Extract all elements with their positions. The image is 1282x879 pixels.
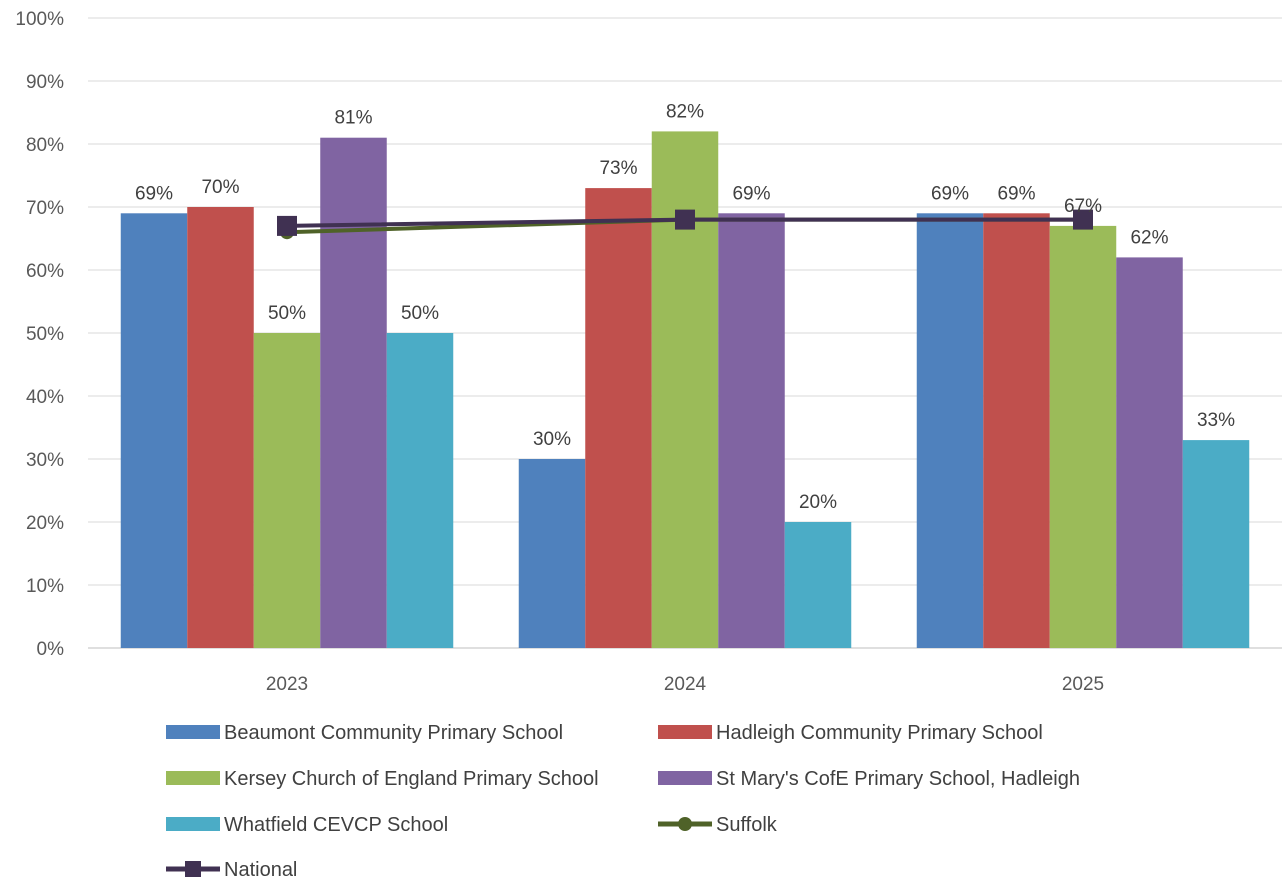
bar-kersey-church-of-england-primary-school-2023 [253,333,321,648]
bar-hadleigh-community-primary-school-2025 [983,213,1050,649]
legend-marker [185,861,201,877]
bar-st-mary-s-cofe-primary-school-hadleigh-2025 [1116,257,1183,648]
data-label-beaumont-community-primary-school-2023: 69% [135,183,173,204]
x-tick-label-2025: 2025 [1062,674,1104,695]
y-tick-label: 80% [26,135,64,156]
data-label-kersey-church-of-england-primary-school-2024: 82% [666,101,704,122]
data-label-whatfield-cevcp-school-2025: 33% [1197,410,1235,431]
data-label-hadleigh-community-primary-school-2023: 70% [201,177,239,198]
data-label-whatfield-cevcp-school-2024: 20% [799,492,837,513]
x-tick-label-2023: 2023 [266,674,308,695]
legend-label: National [224,859,297,879]
y-tick-label: 50% [26,324,64,345]
data-label-beaumont-community-primary-school-2025: 69% [931,183,969,204]
legend-label: Whatfield CEVCP School [224,814,448,836]
bars [120,131,1250,649]
bar-whatfield-cevcp-school-2025 [1182,440,1250,648]
legend-label: Hadleigh Community Primary School [716,722,1043,744]
legend-item-suffolk: Suffolk [658,814,778,836]
bar-hadleigh-community-primary-school-2024 [585,188,652,648]
y-axis: 0% 10% 20% 30% 40% 50% 60% 70% 80% 90% 100% [15,9,64,660]
legend-swatch [658,725,712,739]
y-tick-label: 20% [26,513,64,534]
legend-label: Beaumont Community Primary School [224,722,563,744]
legend-label: Suffolk [716,814,778,836]
y-tick-label: 0% [37,639,65,660]
legend-swatch [658,771,712,785]
legend-item-kersey-church-of-england-primary-school: Kersey Church of England Primary School [166,768,599,790]
legend-swatch [166,725,220,739]
bar-whatfield-cevcp-school-2023 [386,333,454,648]
marker-national-2025 [1073,209,1093,230]
data-label-st-mary-s-cofe-primary-school-hadleigh-2025: 62% [1130,227,1168,248]
legend-label: Kersey Church of England Primary School [224,768,599,790]
legend-item-beaumont-community-primary-school: Beaumont Community Primary School [166,722,563,744]
y-tick-label: 30% [26,450,64,471]
bar-whatfield-cevcp-school-2024 [784,522,852,648]
legend-item-national: National [166,859,297,879]
legend-item-hadleigh-community-primary-school: Hadleigh Community Primary School [658,722,1043,744]
data-label-st-mary-s-cofe-primary-school-hadleigh-2024: 69% [732,183,770,204]
bar-beaumont-community-primary-school-2024 [518,459,586,648]
bar-st-mary-s-cofe-primary-school-hadleigh-2024 [718,213,785,649]
data-label-whatfield-cevcp-school-2023: 50% [401,303,439,324]
bar-beaumont-community-primary-school-2025 [916,213,984,649]
legend-swatch [166,817,220,831]
data-label-kersey-church-of-england-primary-school-2025: 67% [1064,196,1102,217]
marker-national-2023 [277,215,297,236]
data-label-st-mary-s-cofe-primary-school-hadleigh-2023: 81% [334,108,372,129]
y-tick-label: 10% [26,576,64,597]
bar-st-mary-s-cofe-primary-school-hadleigh-2023 [320,137,387,648]
data-label-beaumont-community-primary-school-2024: 30% [533,429,571,450]
series-lines [277,209,1093,240]
legend-item-st-mary-s-cofe-primary-school-hadleigh: St Mary's CofE Primary School, Hadleigh [658,768,1080,790]
legend: Beaumont Community Primary School Hadleig… [166,722,1080,879]
y-tick-label: 100% [15,9,64,30]
marker-national-2024 [675,209,695,230]
legend-label: St Mary's CofE Primary School, Hadleigh [716,768,1080,790]
bar-kersey-church-of-england-primary-school-2025 [1049,225,1117,648]
x-tick-label-2024: 2024 [664,674,707,695]
y-tick-label: 40% [26,387,64,408]
legend-marker [678,817,692,831]
x-axis: 2023 2024 2025 [266,674,1104,695]
bar-kersey-church-of-england-primary-school-2024 [651,131,719,648]
data-label-hadleigh-community-primary-school-2024: 73% [599,158,637,179]
y-tick-label: 60% [26,261,64,282]
data-labels: 69% 30% 69% 70% 73% 69% 50% 82% 67% 81% 69% 62% 50% 2… [135,101,1235,513]
bar-beaumont-community-primary-school-2023 [120,213,188,649]
legend-swatch [166,771,220,785]
bar-hadleigh-community-primary-school-2023 [187,207,254,648]
legend-item-whatfield-cevcp-school: Whatfield CEVCP School [166,814,448,836]
y-tick-label: 90% [26,72,64,93]
y-tick-label: 70% [26,198,64,219]
data-label-hadleigh-community-primary-school-2025: 69% [997,183,1035,204]
data-label-kersey-church-of-england-primary-school-2023: 50% [268,303,306,324]
